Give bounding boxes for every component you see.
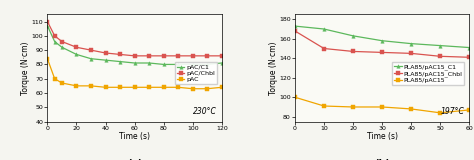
PLA85/pAC15: [408, 108, 414, 110]
pAC/Chbl: [204, 55, 210, 57]
pAC/Chbl: [103, 52, 109, 54]
pAC: [190, 88, 195, 90]
PLA85/pAC15_Chbl: [438, 55, 443, 57]
PLA85/pAC15: [438, 112, 443, 114]
pAC: [88, 85, 94, 87]
Line: PLA85/pAC15: PLA85/pAC15: [293, 96, 471, 115]
pAC/Chbl: [52, 35, 57, 37]
pAC/C1: [52, 41, 57, 43]
PLA85/pAC15: [292, 96, 298, 98]
Y-axis label: Torque (N·cm): Torque (N·cm): [269, 41, 278, 95]
PLA85/pAC15: [321, 105, 327, 107]
PLA85/pAC15_C1: [292, 25, 298, 27]
pAC/Chbl: [132, 55, 137, 57]
pAC: [175, 86, 181, 88]
pAC/C1: [175, 64, 181, 65]
pAC/C1: [132, 62, 137, 64]
Legend: PLA85/pAC15_C1, PLA85/pAC15_Chbl, PLA85/pAC15: PLA85/pAC15_C1, PLA85/pAC15_Chbl, PLA85/…: [392, 62, 465, 85]
pAC/Chbl: [161, 55, 166, 57]
Text: 197°C: 197°C: [440, 107, 464, 116]
PLA85/pAC15: [350, 106, 356, 108]
pAC/Chbl: [88, 49, 94, 51]
Line: pAC/Chbl: pAC/Chbl: [46, 20, 223, 58]
Line: pAC/C1: pAC/C1: [46, 24, 223, 66]
pAC/C1: [161, 64, 166, 65]
Line: pAC: pAC: [46, 57, 223, 90]
pAC: [73, 85, 79, 87]
X-axis label: Time (s): Time (s): [119, 132, 150, 141]
pAC/C1: [117, 61, 123, 63]
PLA85/pAC15_C1: [438, 45, 443, 47]
pAC: [45, 58, 50, 60]
pAC/C1: [73, 53, 79, 55]
pAC/C1: [190, 64, 195, 65]
Legend: pAC/C1, pAC/Chbl, pAC: pAC/C1, pAC/Chbl, pAC: [175, 63, 217, 84]
pAC/Chbl: [117, 53, 123, 55]
pAC/C1: [88, 58, 94, 60]
pAC: [132, 86, 137, 88]
PLA85/pAC15: [466, 109, 472, 111]
pAC: [161, 86, 166, 88]
pAC/Chbl: [190, 55, 195, 57]
PLA85/pAC15_Chbl: [321, 48, 327, 49]
pAC: [117, 86, 123, 88]
pAC: [204, 88, 210, 90]
PLA85/pAC15_C1: [321, 28, 327, 30]
PLA85/pAC15: [379, 106, 385, 108]
pAC: [219, 86, 225, 88]
pAC/Chbl: [45, 21, 50, 23]
pAC/C1: [103, 59, 109, 61]
pAC/Chbl: [146, 55, 152, 57]
pAC/Chbl: [175, 55, 181, 57]
pAC: [103, 86, 109, 88]
Text: 230°C: 230°C: [192, 107, 217, 116]
pAC/C1: [219, 62, 225, 64]
PLA85/pAC15_C1: [466, 47, 472, 48]
pAC/C1: [45, 25, 50, 27]
PLA85/pAC15_Chbl: [379, 52, 385, 53]
PLA85/pAC15_Chbl: [292, 30, 298, 32]
pAC/C1: [204, 64, 210, 65]
pAC: [146, 86, 152, 88]
Line: PLA85/pAC15_Chbl: PLA85/pAC15_Chbl: [293, 29, 471, 59]
PLA85/pAC15_Chbl: [350, 50, 356, 52]
PLA85/pAC15_C1: [350, 35, 356, 37]
PLA85/pAC15_Chbl: [466, 56, 472, 58]
PLA85/pAC15_C1: [408, 43, 414, 45]
pAC: [59, 82, 65, 84]
Y-axis label: Torque (N·cm): Torque (N·cm): [21, 41, 30, 95]
pAC/Chbl: [219, 55, 225, 57]
PLA85/pAC15_Chbl: [408, 52, 414, 54]
pAC: [52, 78, 57, 80]
pAC/C1: [146, 62, 152, 64]
X-axis label: Time (s): Time (s): [366, 132, 398, 141]
Text: (a): (a): [127, 159, 142, 160]
Line: PLA85/pAC15_C1: PLA85/pAC15_C1: [293, 24, 471, 49]
pAC/Chbl: [59, 41, 65, 43]
PLA85/pAC15_C1: [379, 40, 385, 42]
pAC/Chbl: [73, 46, 79, 48]
Text: (b): (b): [374, 159, 390, 160]
pAC/C1: [59, 46, 65, 48]
